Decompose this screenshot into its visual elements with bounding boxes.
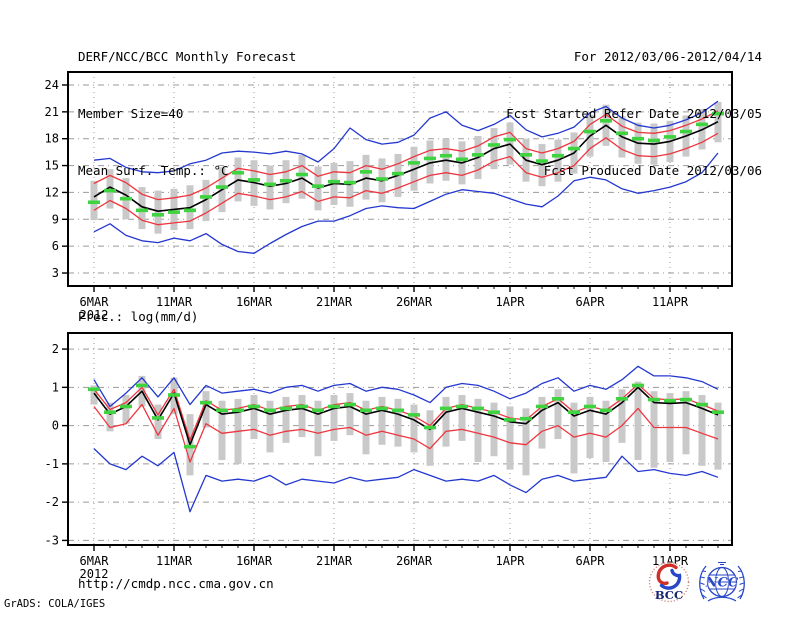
- top-panel-variable-label: Mean Surf. Temp.: °C: [78, 163, 229, 178]
- source-url-text: http://cmdp.ncc.cma.gov.cn: [78, 576, 274, 591]
- ncc-logo-parallels: [707, 574, 737, 590]
- svg-text:1APR: 1APR: [496, 554, 526, 568]
- grads-credit: GrADS: COLA/IGES: [4, 598, 106, 610]
- svg-text:1APR: 1APR: [496, 295, 526, 309]
- bcc-logo-blue-swirl: [659, 568, 682, 590]
- svg-text:1: 1: [52, 380, 59, 394]
- header-left: DERF/NCC/BCC Monthly Forecast Member Siz…: [78, 9, 296, 218]
- ncc-logo: NCC: [699, 562, 745, 602]
- svg-text:21: 21: [45, 105, 59, 119]
- fcst-produced-date-label: Fcst Produced Date 2012/03/06: [543, 163, 762, 178]
- svg-text:3: 3: [52, 266, 59, 280]
- series-member-median-green: [88, 383, 724, 449]
- temperature-panel: 3 6 9 12 15 18 21 24 6MAR 11MAR 16MAR 21MAR 26MAR 1AP…: [45, 71, 733, 322]
- svg-text:6APR: 6APR: [576, 295, 606, 309]
- series-ensemble-min-blue: [93, 448, 719, 513]
- svg-text:21MAR: 21MAR: [316, 295, 353, 309]
- svg-text:6APR: 6APR: [576, 554, 606, 568]
- svg-text:6: 6: [52, 239, 59, 253]
- svg-text:-3: -3: [45, 533, 59, 547]
- series-ensemble-mean-black: [93, 120, 719, 212]
- svg-text:2: 2: [52, 342, 59, 356]
- bcc-logo-text: BCC: [655, 588, 683, 602]
- svg-text:18: 18: [45, 132, 59, 146]
- member-size-label: Member Size=40: [78, 106, 184, 121]
- series-upper-spread-red-red: [93, 110, 719, 201]
- svg-text:11MAR: 11MAR: [156, 295, 193, 309]
- svg-text:0: 0: [52, 419, 59, 433]
- svg-text:2012: 2012: [80, 308, 109, 322]
- series-upper-spread-red-red: [93, 383, 719, 441]
- series-lower-spread-red-red: [93, 403, 719, 463]
- svg-text:15: 15: [45, 159, 59, 173]
- svg-text:24: 24: [45, 78, 59, 92]
- svg-text:11APR: 11APR: [652, 295, 689, 309]
- ncc-logo-base-arc: [707, 596, 737, 602]
- ncc-logo-left-laurel: [699, 565, 707, 600]
- bcc-logo: BCC: [648, 561, 690, 603]
- svg-text:11MAR: 11MAR: [156, 554, 193, 568]
- series-lower-spread-red-red: [93, 132, 719, 226]
- svg-text:16MAR: 16MAR: [236, 554, 273, 568]
- fcst-refer-date-label: Fcst Started Refer Date 2012/03/05: [506, 106, 762, 121]
- bcc-logo-red-swirl: [656, 563, 678, 586]
- series-ensemble-max-blue: [93, 365, 719, 408]
- svg-text:9: 9: [52, 212, 59, 226]
- ncc-logo-right-leaves: [737, 570, 744, 599]
- valid-range-label: For 2012/03/06-2012/04/14: [573, 49, 762, 64]
- ncc-logo-left-leaves: [700, 570, 707, 599]
- bottom-panel-variable-label: Prec.: log(mm/d): [78, 309, 199, 324]
- svg-text:-2: -2: [45, 495, 59, 509]
- ncc-logo-top-mark: [718, 562, 726, 565]
- ncc-logo-right-laurel: [737, 565, 745, 600]
- svg-text:16MAR: 16MAR: [236, 295, 273, 309]
- series-ensemble-min-blue: [93, 152, 719, 254]
- svg-text:12: 12: [45, 185, 59, 199]
- svg-text:6MAR: 6MAR: [80, 554, 110, 568]
- plot-border: [67, 71, 733, 287]
- series-ensemble-mean-black: [93, 386, 719, 446]
- page-title: DERF/NCC/BCC Monthly Forecast: [78, 49, 297, 64]
- svg-text:6MAR: 6MAR: [80, 295, 110, 309]
- header-right: For 2012/03/06-2012/04/14 Fcst Started R…: [506, 9, 762, 218]
- ncc-logo-text: NCC: [705, 576, 739, 591]
- svg-text:-1: -1: [45, 457, 59, 471]
- svg-text:2012: 2012: [80, 567, 109, 581]
- axis-labels: 3 6 9 12 15 18 21 24 6MAR 11MAR 16MAR 21MAR 26MAR 1AP…: [45, 78, 719, 322]
- svg-text:26MAR: 26MAR: [396, 554, 433, 568]
- svg-text:26MAR: 26MAR: [396, 295, 433, 309]
- svg-text:21MAR: 21MAR: [316, 554, 353, 568]
- series-ensemble-max-blue: [93, 100, 719, 174]
- plot-border: [67, 332, 733, 546]
- series-member-median-green: [88, 111, 724, 217]
